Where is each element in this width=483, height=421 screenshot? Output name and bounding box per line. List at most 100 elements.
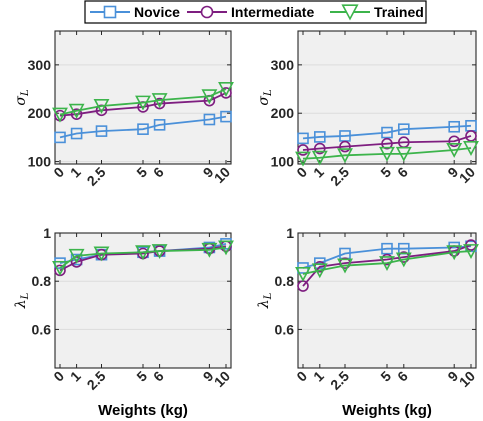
data-point [381, 242, 393, 255]
series-line [59, 92, 227, 117]
x-tick-label: 10 [211, 164, 233, 186]
x-tick-label: 2.5 [327, 368, 352, 393]
y-axis-label-symbol: λ [13, 299, 29, 309]
data-point [379, 146, 395, 162]
data-point [68, 248, 85, 264]
x-tick-label: 2.5 [84, 164, 109, 189]
data-point [151, 93, 168, 109]
x-tick-label: 1 [310, 164, 327, 181]
legend-box [84, 0, 427, 24]
data-point [311, 150, 328, 166]
x-tick-label: 0 [50, 164, 67, 181]
series-line [302, 147, 472, 160]
legend-marker-intermediate [200, 5, 214, 19]
y-axis-label-symbol: σ [13, 96, 29, 106]
legend-label-intermediate: Intermediate [231, 4, 314, 20]
data-point [337, 148, 353, 164]
data-point [153, 97, 166, 110]
data-point [70, 127, 83, 140]
x-tick-label: 10 [456, 164, 478, 186]
data-point [135, 245, 151, 261]
data-point [313, 131, 326, 143]
x-tick-label: 1 [67, 368, 84, 385]
data-point [313, 142, 326, 155]
data-point [95, 125, 108, 137]
y-axis-label: λL [13, 292, 31, 309]
data-point [448, 120, 461, 133]
data-point [68, 103, 85, 119]
series-line [302, 124, 472, 140]
x-tick-label: 5 [133, 164, 150, 181]
data-point [218, 82, 234, 97]
y-tick-label: 0.8 [275, 273, 295, 289]
legend: Novice Intermediate Trained [84, 0, 427, 24]
data-point [137, 123, 149, 135]
legend-label-novice: Novice [134, 4, 180, 20]
data-point [135, 95, 151, 111]
series-line [302, 244, 472, 287]
data-point [339, 140, 351, 153]
y-tick-label: 300 [28, 57, 52, 73]
data-point [446, 142, 463, 158]
y-axis-label: λL [256, 292, 274, 309]
data-point [311, 263, 328, 279]
data-point [203, 113, 216, 126]
legend-marker-trained [341, 4, 359, 21]
x-tick-label: 1 [67, 164, 84, 181]
y-tick-label: 1 [43, 225, 51, 241]
series-line [302, 245, 472, 269]
y-tick-label: 100 [28, 154, 52, 170]
series-trained [52, 240, 234, 276]
series-line [59, 115, 227, 139]
data-point [295, 151, 311, 167]
legend-label-trained: Trained [374, 4, 424, 20]
y-tick-label: 0.6 [32, 321, 52, 337]
data-point [151, 244, 168, 259]
data-point [395, 146, 412, 162]
series-trained [295, 244, 479, 282]
data-point [54, 131, 66, 144]
y-axis-label-subscript: L [20, 89, 31, 97]
data-point [381, 126, 393, 139]
y-tick-label: 0.8 [32, 273, 52, 289]
x-tick-label: 1 [310, 368, 327, 385]
x-axis-title: Weights (kg) [98, 402, 188, 419]
data-point [446, 245, 463, 261]
x-tick-label: 2.5 [84, 368, 109, 393]
data-point [218, 240, 234, 256]
series-novice [54, 110, 232, 144]
y-axis-label-subscript: L [263, 292, 274, 300]
plot-area [298, 233, 476, 368]
y-tick-label: 100 [271, 154, 295, 170]
data-point [297, 144, 309, 156]
x-tick-label: 5 [377, 164, 394, 181]
data-point [93, 98, 110, 114]
data-point [70, 108, 83, 120]
x-tick-label: 0 [293, 368, 310, 385]
y-tick-label: 300 [271, 57, 295, 73]
y-axis-label: σL [256, 89, 274, 106]
data-point [220, 110, 232, 123]
series-line [302, 250, 472, 275]
data-point [381, 137, 393, 150]
series-trained [52, 82, 234, 123]
data-point [201, 242, 218, 258]
data-point [395, 252, 412, 268]
x-tick-label: 10 [456, 368, 478, 390]
x-tick-label: 0 [293, 164, 310, 181]
y-axis-label-symbol: λ [256, 299, 272, 309]
data-point [220, 87, 232, 99]
data-point [448, 135, 461, 148]
data-point [337, 258, 353, 274]
data-point [465, 130, 477, 142]
x-axis-title: Weights (kg) [342, 402, 432, 419]
x-tick-label: 6 [394, 368, 411, 385]
x-tick-label: 10 [211, 368, 233, 390]
y-axis-label-subscript: L [263, 89, 274, 97]
data-point [463, 244, 479, 259]
x-tick-label: 0 [50, 368, 67, 385]
